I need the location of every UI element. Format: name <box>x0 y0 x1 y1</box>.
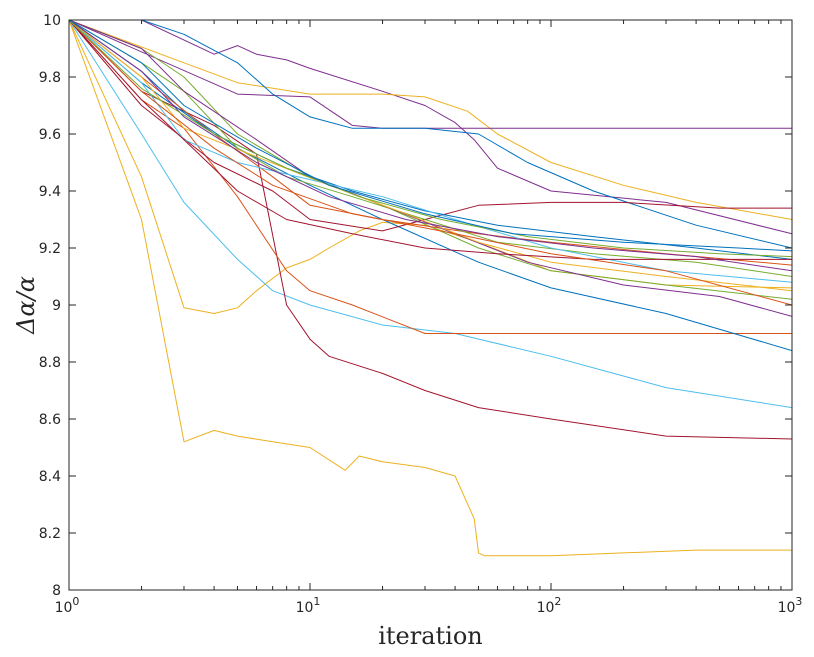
y-tick-label-9: 9.8 <box>39 70 61 86</box>
x-tick-label-0: 100 <box>55 595 80 616</box>
x-tick-exp-3: 3 <box>795 595 802 608</box>
x-tick-label-3: 103 <box>778 595 803 616</box>
series-line-4 <box>69 20 792 440</box>
tick-marks <box>68 19 793 591</box>
series-line-9 <box>69 20 792 129</box>
y-tick-label-0: 8 <box>52 583 61 599</box>
x-tick-base-3: 10 <box>778 600 796 616</box>
series-line-16 <box>69 20 792 260</box>
y-tick-label-3: 8.6 <box>39 412 61 428</box>
y-tick-label-7: 9.4 <box>39 184 61 200</box>
series-line-17 <box>69 20 792 283</box>
y-tick-label-6: 9.2 <box>39 241 61 257</box>
series-line-13 <box>69 20 792 266</box>
x-tick-label-1: 101 <box>296 595 321 616</box>
series-line-2 <box>69 20 792 314</box>
x-tick-base-2: 10 <box>537 600 555 616</box>
series-line-7 <box>69 20 792 235</box>
y-axis-title: Δα/α <box>12 276 40 335</box>
series-line-19 <box>69 20 792 260</box>
series-layer <box>69 20 792 557</box>
x-tick-exp-0: 0 <box>72 595 79 608</box>
series-line-10 <box>69 20 792 249</box>
series-line-23 <box>69 20 792 252</box>
series-line-12 <box>69 20 792 232</box>
series-line-21 <box>69 20 792 272</box>
series-line-5 <box>69 20 792 334</box>
y-tick-label-1: 8.2 <box>39 526 61 542</box>
series-line-8 <box>69 20 792 220</box>
y-tick-label-8: 9.6 <box>39 127 61 143</box>
series-line-3 <box>69 20 792 409</box>
series-line-11 <box>69 20 792 300</box>
y-tick-label-2: 8.4 <box>39 469 61 485</box>
series-line-20 <box>69 20 792 306</box>
series-line-14 <box>69 20 792 277</box>
x-axis-title: iteration <box>378 622 483 650</box>
x-tick-base-1: 10 <box>296 600 314 616</box>
series-line-18 <box>69 20 792 292</box>
series-line-6 <box>69 20 792 352</box>
x-tick-exp-2: 2 <box>554 595 561 608</box>
series-line-1 <box>69 20 792 557</box>
y-tick-label-10: 10 <box>43 13 61 29</box>
x-tick-base-0: 10 <box>55 600 73 616</box>
y-tick-label-5: 9 <box>52 298 61 314</box>
x-tick-label-2: 102 <box>537 595 562 616</box>
y-tick-label-4: 8.8 <box>39 355 61 371</box>
x-tick-exp-1: 1 <box>313 595 320 608</box>
series-line-22 <box>69 20 792 258</box>
